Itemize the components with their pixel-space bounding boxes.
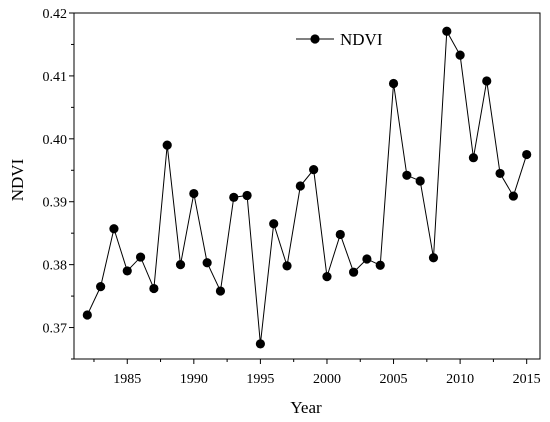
data-point	[495, 168, 505, 179]
y-tick-label: 0.40	[43, 133, 68, 148]
data-point	[455, 50, 465, 60]
y-tick-label: 0.39	[43, 196, 68, 211]
data-point	[468, 153, 479, 163]
y-tick-label: 0.37	[43, 322, 68, 337]
data-point	[229, 192, 239, 202]
data-point	[242, 190, 252, 201]
data-point	[322, 271, 332, 282]
data-point	[362, 254, 372, 264]
data-point	[122, 266, 132, 276]
x-tick-label: 2010	[446, 372, 474, 387]
x-tick-label: 2005	[380, 372, 408, 387]
legend-label: NDVI	[340, 30, 383, 49]
legend-marker	[310, 34, 320, 44]
data-point	[349, 267, 359, 277]
data-point	[482, 76, 492, 86]
y-tick-label: 0.38	[43, 259, 68, 274]
data-point	[255, 339, 265, 349]
x-tick-label: 2000	[313, 372, 341, 387]
data-point	[149, 283, 159, 294]
data-point	[335, 229, 345, 240]
plot-axes: 1985 1990 1995 2000 2005 2010 2015 0.37 0.38 0.39…	[43, 7, 541, 387]
x-tick-label: 2015	[513, 372, 541, 387]
data-point	[109, 224, 119, 234]
series-line	[86, 29, 528, 344]
series-ndvi	[82, 26, 532, 349]
y-tick-label: 0.42	[43, 7, 68, 22]
data-point	[96, 282, 106, 292]
x-tick-label: 1990	[180, 372, 208, 387]
data-point	[162, 140, 172, 150]
legend: NDVI	[296, 30, 383, 49]
data-point	[295, 181, 305, 191]
x-axis-title: Year	[290, 398, 322, 417]
data-point	[428, 253, 439, 263]
y-axis-title: NDVI	[8, 158, 27, 201]
x-tick-label: 1985	[113, 372, 141, 387]
data-point	[82, 310, 92, 320]
data-point	[415, 176, 425, 186]
data-point	[375, 260, 385, 270]
x-tick-label: 1995	[246, 372, 274, 387]
data-point	[402, 170, 412, 180]
data-point	[522, 149, 532, 160]
data-point	[442, 26, 452, 36]
y-tick-label: 0.41	[43, 70, 68, 85]
data-point	[508, 191, 518, 201]
data-point	[135, 252, 146, 262]
plot-frame	[73, 12, 541, 360]
data-point	[282, 261, 292, 271]
data-point	[175, 260, 186, 270]
data-point	[202, 258, 212, 268]
data-point	[215, 286, 226, 296]
data-point	[189, 188, 199, 199]
data-point	[269, 219, 279, 229]
data-point	[309, 165, 319, 175]
data-point	[388, 78, 399, 89]
